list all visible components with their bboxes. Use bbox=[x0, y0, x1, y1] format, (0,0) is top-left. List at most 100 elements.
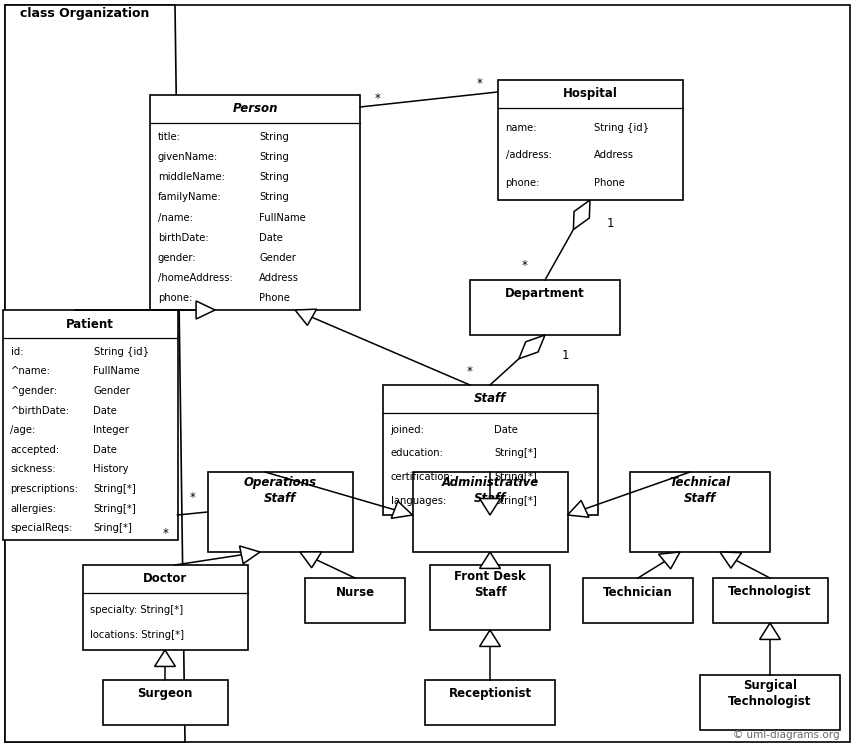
Bar bbox=[630, 472, 770, 552]
Polygon shape bbox=[568, 500, 589, 517]
Text: phone:: phone: bbox=[158, 293, 193, 303]
Text: Sring[*]: Sring[*] bbox=[94, 523, 132, 533]
Text: Date: Date bbox=[94, 444, 117, 455]
Text: locations: String[*]: locations: String[*] bbox=[90, 630, 185, 640]
Text: birthDate:: birthDate: bbox=[158, 232, 209, 243]
Polygon shape bbox=[240, 546, 260, 564]
Bar bbox=[83, 565, 248, 650]
Text: Hospital: Hospital bbox=[562, 87, 617, 101]
Text: FullName: FullName bbox=[94, 366, 140, 376]
Text: Date: Date bbox=[259, 232, 283, 243]
Bar bbox=[207, 472, 353, 552]
Text: String {id}: String {id} bbox=[94, 347, 149, 357]
Text: Date: Date bbox=[494, 424, 519, 435]
Text: *: * bbox=[476, 76, 482, 90]
Text: String[*]: String[*] bbox=[494, 496, 537, 506]
Text: Front Desk
Staff: Front Desk Staff bbox=[454, 569, 525, 598]
Text: Department: Department bbox=[505, 288, 585, 300]
Text: class Organization: class Organization bbox=[20, 7, 150, 20]
Polygon shape bbox=[720, 552, 741, 568]
Text: Administrative
Staff: Administrative Staff bbox=[441, 477, 538, 506]
Text: Phone: Phone bbox=[259, 293, 290, 303]
Text: Technician: Technician bbox=[603, 586, 673, 598]
Text: Technical
Staff: Technical Staff bbox=[669, 477, 730, 506]
Polygon shape bbox=[480, 552, 501, 568]
Polygon shape bbox=[196, 301, 215, 319]
Polygon shape bbox=[5, 5, 185, 742]
Text: prescriptions:: prescriptions: bbox=[10, 484, 78, 494]
Text: String[*]: String[*] bbox=[94, 503, 136, 514]
Text: Address: Address bbox=[593, 150, 634, 161]
Text: History: History bbox=[94, 465, 129, 474]
Text: *: * bbox=[163, 527, 169, 540]
Text: String: String bbox=[259, 173, 289, 182]
Text: id:: id: bbox=[10, 347, 23, 357]
Text: phone:: phone: bbox=[506, 179, 540, 188]
Bar bbox=[583, 578, 693, 623]
Text: 1: 1 bbox=[562, 350, 568, 362]
Text: Address: Address bbox=[259, 273, 299, 283]
Text: title:: title: bbox=[158, 132, 181, 142]
Text: sickness:: sickness: bbox=[10, 465, 56, 474]
Text: Patient: Patient bbox=[66, 317, 114, 330]
Text: ^gender:: ^gender: bbox=[10, 386, 58, 396]
Text: Doctor: Doctor bbox=[143, 572, 187, 586]
Text: /name:: /name: bbox=[158, 212, 193, 223]
Text: String: String bbox=[259, 132, 289, 142]
Text: name:: name: bbox=[506, 123, 537, 132]
Polygon shape bbox=[519, 335, 545, 359]
Text: Surgeon: Surgeon bbox=[138, 687, 193, 701]
Bar bbox=[3, 310, 177, 540]
Polygon shape bbox=[295, 309, 316, 326]
Text: Operations
Staff: Operations Staff bbox=[243, 477, 316, 506]
Text: Integer: Integer bbox=[94, 425, 129, 436]
Text: String: String bbox=[259, 152, 289, 162]
Text: certification:: certification: bbox=[390, 472, 453, 482]
Text: String: String bbox=[259, 193, 289, 202]
Bar bbox=[305, 578, 405, 623]
Text: FullName: FullName bbox=[259, 212, 306, 223]
Polygon shape bbox=[659, 552, 680, 569]
Text: Phone: Phone bbox=[593, 179, 624, 188]
Text: /homeAddress:: /homeAddress: bbox=[158, 273, 233, 283]
Text: 1: 1 bbox=[606, 217, 614, 230]
Text: *: * bbox=[467, 365, 473, 378]
Bar bbox=[470, 280, 620, 335]
Text: Surgical
Technologist: Surgical Technologist bbox=[728, 680, 812, 708]
Text: accepted:: accepted: bbox=[10, 444, 59, 455]
Bar bbox=[383, 385, 598, 515]
Polygon shape bbox=[480, 630, 501, 646]
Polygon shape bbox=[155, 650, 175, 666]
Polygon shape bbox=[574, 200, 590, 229]
Text: ^name:: ^name: bbox=[10, 366, 51, 376]
Bar bbox=[413, 472, 568, 552]
Text: middleName:: middleName: bbox=[158, 173, 224, 182]
Text: *: * bbox=[375, 92, 381, 105]
Text: specialty: String[*]: specialty: String[*] bbox=[90, 605, 184, 616]
Text: © uml-diagrams.org: © uml-diagrams.org bbox=[734, 730, 840, 740]
Text: education:: education: bbox=[390, 448, 444, 459]
Bar bbox=[425, 680, 555, 725]
Text: allergies:: allergies: bbox=[10, 503, 57, 514]
Text: joined:: joined: bbox=[390, 424, 424, 435]
Polygon shape bbox=[480, 498, 501, 515]
Text: Nurse: Nurse bbox=[335, 586, 375, 598]
Text: familyName:: familyName: bbox=[158, 193, 222, 202]
Text: *: * bbox=[522, 258, 528, 272]
Bar bbox=[150, 95, 360, 310]
Text: /age:: /age: bbox=[10, 425, 36, 436]
Text: String[*]: String[*] bbox=[494, 472, 537, 482]
Text: Gender: Gender bbox=[94, 386, 131, 396]
Bar bbox=[712, 578, 827, 623]
Text: Gender: Gender bbox=[259, 252, 296, 263]
Polygon shape bbox=[759, 623, 780, 639]
Text: Date: Date bbox=[94, 406, 117, 415]
Text: languages:: languages: bbox=[390, 496, 445, 506]
Text: Staff: Staff bbox=[474, 392, 507, 406]
Text: Receptionist: Receptionist bbox=[448, 687, 531, 701]
Text: Technologist: Technologist bbox=[728, 586, 812, 598]
Text: String {id}: String {id} bbox=[593, 123, 648, 132]
Text: specialReqs:: specialReqs: bbox=[10, 523, 73, 533]
Text: ^birthDate:: ^birthDate: bbox=[10, 406, 70, 415]
Bar bbox=[700, 675, 840, 730]
